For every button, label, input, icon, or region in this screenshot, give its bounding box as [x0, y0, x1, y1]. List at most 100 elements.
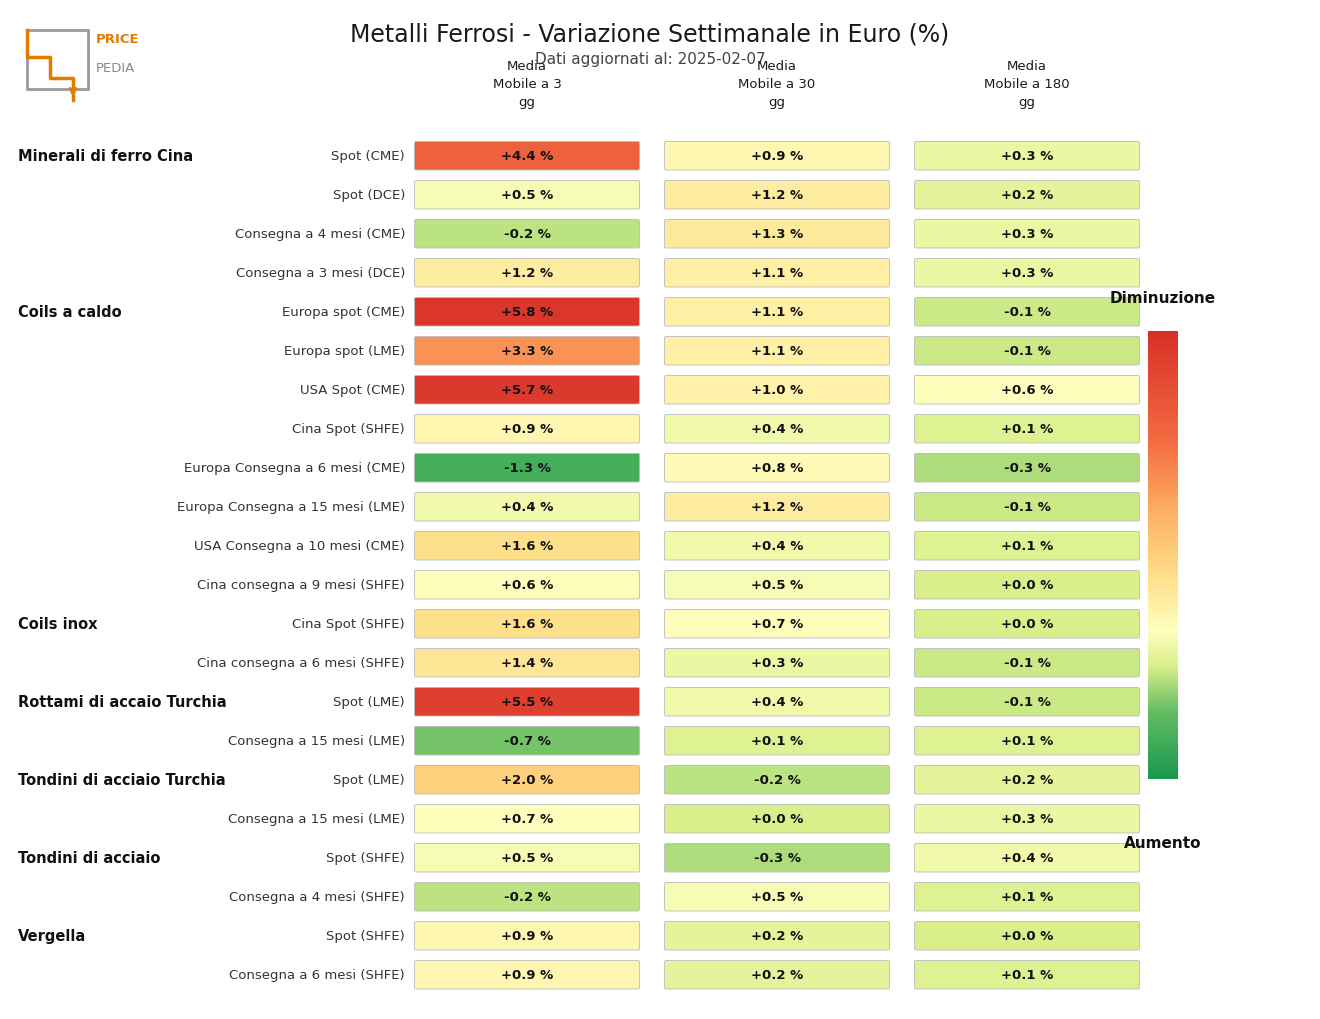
Text: PRICE: PRICE [96, 34, 140, 46]
Text: -0.7 %: -0.7 % [503, 735, 550, 748]
Text: -0.1 %: -0.1 % [1003, 500, 1051, 514]
Text: +3.3 %: +3.3 % [500, 344, 553, 358]
FancyBboxPatch shape [414, 610, 639, 638]
Text: PEDIA: PEDIA [96, 62, 135, 75]
Text: Consegna a 15 mesi (LME): Consegna a 15 mesi (LME) [228, 735, 405, 748]
FancyBboxPatch shape [414, 961, 639, 989]
FancyBboxPatch shape [664, 688, 890, 716]
Text: +0.6 %: +0.6 % [1001, 384, 1053, 396]
Text: +0.5 %: +0.5 % [500, 852, 553, 864]
Text: +1.1 %: +1.1 % [751, 306, 803, 319]
Text: +0.9 %: +0.9 % [500, 929, 553, 943]
Text: +1.0 %: +1.0 % [751, 384, 803, 396]
FancyBboxPatch shape [414, 220, 639, 249]
Text: +0.3 %: +0.3 % [1001, 150, 1053, 163]
Text: Consegna a 6 mesi (SHFE): Consegna a 6 mesi (SHFE) [230, 968, 405, 981]
FancyBboxPatch shape [664, 844, 890, 872]
FancyBboxPatch shape [414, 259, 639, 287]
FancyBboxPatch shape [664, 610, 890, 638]
FancyBboxPatch shape [915, 299, 1139, 327]
FancyBboxPatch shape [915, 765, 1139, 794]
Text: +2.0 %: +2.0 % [500, 773, 553, 787]
Text: +0.5 %: +0.5 % [500, 190, 553, 202]
FancyBboxPatch shape [664, 649, 890, 678]
FancyBboxPatch shape [915, 921, 1139, 950]
Text: Minerali di ferro Cina: Minerali di ferro Cina [18, 149, 193, 164]
Text: +0.2 %: +0.2 % [1001, 190, 1053, 202]
Text: Metalli Ferrosi - Variazione Settimanale in Euro (%): Metalli Ferrosi - Variazione Settimanale… [350, 23, 949, 47]
Text: +0.3 %: +0.3 % [1001, 812, 1053, 825]
Text: +1.2 %: +1.2 % [500, 267, 553, 280]
FancyBboxPatch shape [664, 415, 890, 443]
Text: Dati aggiornati al: 2025-02-07: Dati aggiornati al: 2025-02-07 [535, 52, 766, 67]
FancyBboxPatch shape [915, 259, 1139, 287]
Text: +0.7 %: +0.7 % [500, 812, 553, 825]
Text: +0.3 %: +0.3 % [1001, 228, 1053, 242]
FancyBboxPatch shape [915, 493, 1139, 522]
Text: +0.9 %: +0.9 % [500, 968, 553, 981]
Text: +1.4 %: +1.4 % [500, 656, 553, 669]
FancyBboxPatch shape [915, 688, 1139, 716]
Text: Cina Spot (SHFE): Cina Spot (SHFE) [292, 423, 405, 436]
Text: +0.1 %: +0.1 % [1001, 968, 1053, 981]
Text: Spot (LME): Spot (LME) [334, 773, 405, 787]
FancyBboxPatch shape [915, 649, 1139, 678]
Text: +0.4 %: +0.4 % [751, 423, 803, 436]
FancyBboxPatch shape [915, 844, 1139, 872]
Text: Cina Spot (SHFE): Cina Spot (SHFE) [292, 618, 405, 631]
Text: -0.1 %: -0.1 % [1003, 344, 1051, 358]
Text: +0.3 %: +0.3 % [751, 656, 803, 669]
Text: USA Consegna a 10 mesi (CME): USA Consegna a 10 mesi (CME) [194, 540, 405, 552]
FancyBboxPatch shape [915, 961, 1139, 989]
FancyBboxPatch shape [915, 882, 1139, 911]
FancyBboxPatch shape [414, 688, 639, 716]
Text: Spot (CME): Spot (CME) [331, 150, 405, 163]
FancyBboxPatch shape [664, 882, 890, 911]
FancyBboxPatch shape [915, 610, 1139, 638]
Text: Rottami di accaio Turchia: Rottami di accaio Turchia [18, 695, 227, 709]
Text: -0.2 %: -0.2 % [503, 228, 550, 242]
Text: +0.0 %: +0.0 % [1001, 618, 1053, 631]
Text: +1.6 %: +1.6 % [500, 618, 553, 631]
FancyBboxPatch shape [414, 454, 639, 483]
FancyBboxPatch shape [664, 376, 890, 405]
FancyBboxPatch shape [414, 299, 639, 327]
FancyBboxPatch shape [664, 259, 890, 287]
Text: +1.2 %: +1.2 % [751, 190, 803, 202]
Text: +0.3 %: +0.3 % [1001, 267, 1053, 280]
Text: Tondini di acciaio Turchia: Tondini di acciaio Turchia [18, 772, 226, 788]
Text: Vergella: Vergella [18, 928, 86, 944]
Text: +0.0 %: +0.0 % [1001, 929, 1053, 943]
Text: USA Spot (CME): USA Spot (CME) [300, 384, 405, 396]
FancyBboxPatch shape [664, 765, 890, 794]
Text: Tondini di acciaio: Tondini di acciaio [18, 851, 160, 865]
FancyBboxPatch shape [414, 493, 639, 522]
Text: +1.6 %: +1.6 % [500, 540, 553, 552]
Text: -0.3 %: -0.3 % [1003, 462, 1051, 475]
FancyBboxPatch shape [915, 220, 1139, 249]
Text: +0.5 %: +0.5 % [751, 891, 803, 904]
FancyBboxPatch shape [414, 805, 639, 834]
Text: Europa Consegna a 6 mesi (CME): Europa Consegna a 6 mesi (CME) [183, 462, 405, 475]
FancyBboxPatch shape [664, 921, 890, 950]
Text: -0.1 %: -0.1 % [1003, 656, 1051, 669]
FancyBboxPatch shape [915, 454, 1139, 483]
FancyBboxPatch shape [915, 181, 1139, 210]
Text: -1.3 %: -1.3 % [503, 462, 550, 475]
Text: -0.1 %: -0.1 % [1003, 306, 1051, 319]
FancyBboxPatch shape [915, 376, 1139, 405]
Text: +1.1 %: +1.1 % [751, 267, 803, 280]
Text: +5.5 %: +5.5 % [500, 696, 553, 708]
FancyBboxPatch shape [915, 337, 1139, 366]
FancyBboxPatch shape [664, 220, 890, 249]
Text: +0.9 %: +0.9 % [500, 423, 553, 436]
Text: Aumento: Aumento [1125, 836, 1201, 851]
FancyBboxPatch shape [664, 299, 890, 327]
Text: +0.7 %: +0.7 % [751, 618, 803, 631]
Text: +4.4 %: +4.4 % [500, 150, 553, 163]
Text: Consegna a 4 mesi (CME): Consegna a 4 mesi (CME) [235, 228, 405, 242]
Text: +0.1 %: +0.1 % [751, 735, 803, 748]
Text: +1.2 %: +1.2 % [751, 500, 803, 514]
Text: +0.5 %: +0.5 % [751, 579, 803, 592]
Text: +0.2 %: +0.2 % [751, 929, 803, 943]
